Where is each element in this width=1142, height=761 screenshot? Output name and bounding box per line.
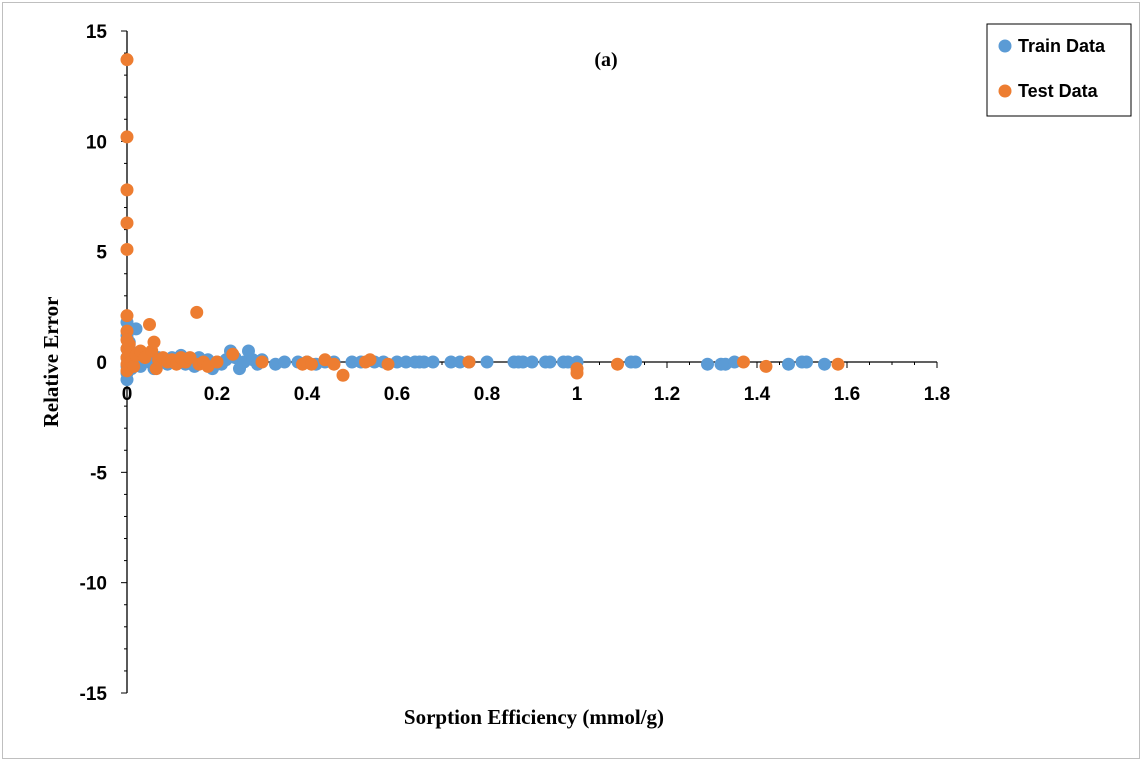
test-data-point — [210, 355, 224, 369]
test-data-point — [120, 242, 134, 256]
data-points — [120, 53, 845, 387]
train-data-point — [800, 355, 813, 369]
legend: Train Data Test Data — [986, 23, 1132, 117]
train-data-point — [543, 355, 557, 369]
train-data-point — [516, 355, 530, 369]
test-data-point — [183, 351, 197, 365]
y-tick-label: -5 — [90, 463, 107, 484]
legend-label-train: Train Data — [1018, 36, 1106, 56]
x-tick-label: 1.4 — [744, 384, 771, 405]
train-data-point — [561, 355, 575, 369]
test-data-point — [143, 317, 156, 331]
test-data-point — [120, 130, 134, 144]
test-data-point — [831, 357, 845, 371]
train-data-point — [426, 355, 440, 369]
train-data-point — [728, 355, 741, 369]
x-tick-label: 1.2 — [654, 384, 680, 405]
y-tick-label: 10 — [86, 132, 107, 153]
y-tick-label: -15 — [80, 684, 108, 705]
x-tick-label: 0.4 — [294, 384, 321, 405]
y-tick-label: 15 — [86, 22, 108, 43]
test-data-point — [336, 368, 350, 382]
test-data-point — [363, 353, 377, 367]
train-data-point — [453, 355, 467, 369]
y-axis-title: Relative Error — [39, 297, 63, 428]
train-data-point — [818, 357, 831, 371]
x-tick-label: 1.8 — [924, 384, 950, 405]
x-tick-label: 0.2 — [204, 384, 230, 405]
legend-marker-test — [998, 84, 1012, 98]
axis-labels: (a) Sorption Efficiency (mmol/g) Relativ… — [39, 49, 664, 729]
legend-box — [986, 23, 1132, 117]
train-data-point — [417, 355, 431, 369]
y-tick-label: -10 — [80, 574, 107, 595]
test-data-point — [120, 309, 134, 323]
train-data-point — [480, 355, 494, 369]
train-data-point — [345, 355, 359, 369]
test-data-point — [381, 357, 395, 371]
test-data-point — [305, 357, 318, 371]
x-tick-label: 0 — [122, 384, 133, 405]
legend-label-test: Test Data — [1018, 81, 1099, 101]
test-data-point — [190, 305, 204, 319]
test-data-point — [127, 359, 141, 373]
train-data-series — [120, 315, 831, 387]
x-tick-label: 1 — [572, 384, 583, 405]
x-tick-label: 1.6 — [834, 384, 860, 405]
test-data-point — [462, 355, 476, 369]
test-data-point — [570, 366, 584, 380]
train-data-point — [701, 357, 714, 371]
legend-marker-train — [998, 39, 1012, 53]
test-data-point — [120, 183, 134, 197]
x-axis-title: Sorption Efficiency (mmol/g) — [404, 705, 664, 729]
train-data-point — [399, 355, 413, 369]
train-data-point — [629, 355, 642, 369]
test-data-point — [611, 357, 624, 371]
x-tick-label: 0.6 — [384, 384, 410, 405]
test-data-point — [737, 355, 750, 369]
test-data-point — [255, 355, 269, 369]
train-data-point — [444, 355, 458, 369]
test-data-point — [759, 359, 773, 373]
train-data-point — [525, 355, 539, 369]
y-tick-label: 5 — [96, 243, 107, 264]
test-data-series — [120, 53, 845, 382]
test-data-point — [226, 347, 240, 361]
train-data-point — [278, 355, 291, 369]
test-data-point — [120, 53, 134, 67]
test-data-point — [327, 357, 341, 371]
test-data-point — [147, 335, 161, 349]
train-data-point — [782, 357, 795, 371]
x-tick-label: 0.8 — [474, 384, 500, 405]
panel-label: (a) — [594, 49, 617, 71]
y-tick-label: 0 — [96, 353, 107, 374]
test-data-point — [120, 216, 134, 230]
